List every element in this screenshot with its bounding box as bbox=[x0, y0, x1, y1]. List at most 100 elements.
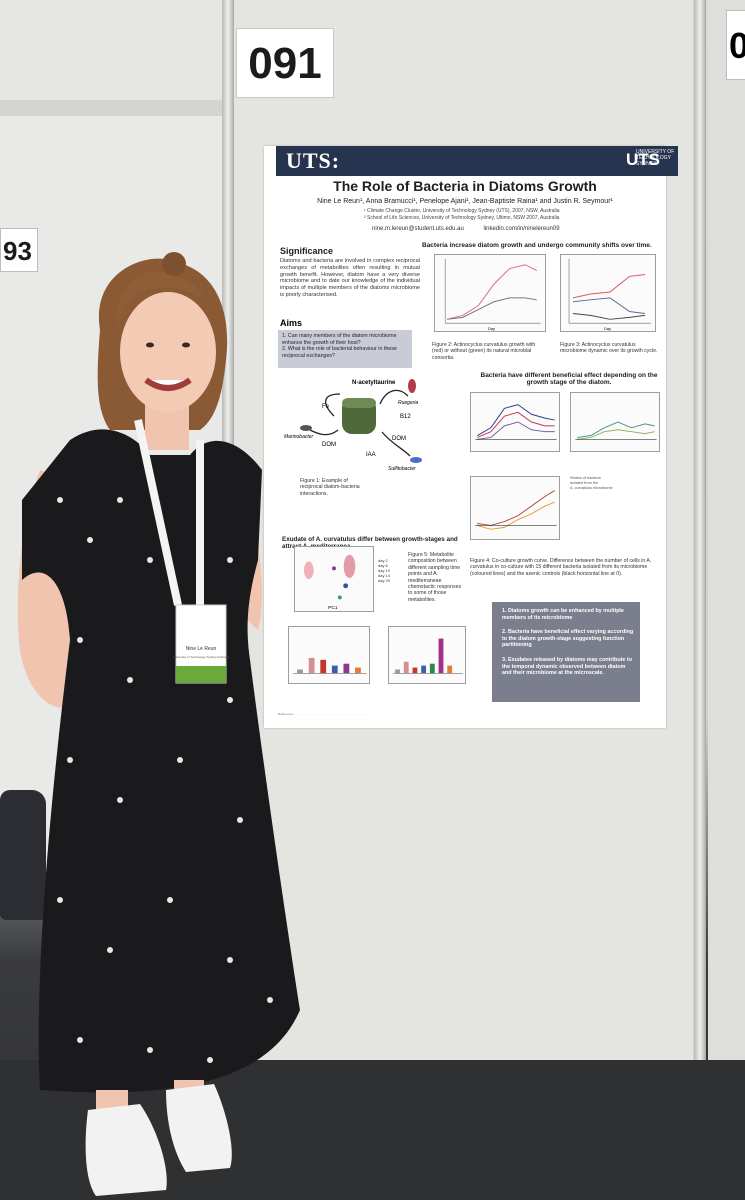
iaa-arrow bbox=[381, 431, 411, 457]
pca-point-day14 bbox=[343, 583, 349, 589]
figure-5-caption: Figure 5: Metabolite composition between… bbox=[408, 552, 462, 603]
uts-subtitle: UNIVERSITY OF TECHNOLOGY SYDNEY bbox=[636, 149, 675, 167]
pca-legend-day10: day 10 bbox=[378, 568, 391, 573]
fe-arrow bbox=[325, 393, 341, 417]
dress-dot bbox=[147, 1047, 153, 1053]
poster-affiliations: ¹ Climate Change Cluster, University of … bbox=[364, 208, 624, 222]
pca-point-day6 bbox=[332, 566, 336, 571]
fig2-series-axenic bbox=[447, 297, 537, 320]
fig4a-series-2 bbox=[477, 411, 555, 438]
chemo-a-bar-2 bbox=[308, 657, 315, 674]
chemo-a-bar-5 bbox=[343, 663, 350, 674]
carpet-floor bbox=[0, 1060, 745, 1200]
figure-1-caption: Figure 1: Example of reciprocal diatom-b… bbox=[300, 478, 360, 497]
right-booth-panel bbox=[708, 0, 745, 1090]
pca-legend: day 2 day 6 day 10 day 14 day 20 bbox=[378, 558, 408, 583]
conclusion-3: 3. Exudates released by diatoms may cont… bbox=[502, 656, 633, 677]
label-dom-left: DOM bbox=[322, 442, 336, 448]
significance-heading: Significance bbox=[280, 246, 334, 256]
left-booth-panel bbox=[0, 100, 232, 880]
figure-3-caption: Figure 3: Actinocyclus curvatulus microb… bbox=[560, 342, 658, 355]
fig4c-series-2 bbox=[477, 501, 555, 530]
conclusion-2: 2. Bacteria have beneficial effect varyi… bbox=[502, 629, 634, 649]
chemo-b-bar-2 bbox=[403, 661, 409, 674]
label-n-acetyltaurine: N-acetyltaurine bbox=[352, 380, 396, 386]
pca-legend-day20: day 20 bbox=[378, 578, 391, 583]
fig3-series-a bbox=[572, 274, 646, 299]
label-iaa: IAA bbox=[366, 452, 376, 458]
chemo-b-bar-4 bbox=[421, 665, 427, 674]
aim-2: 2. What is the role of bacterial behavio… bbox=[282, 346, 397, 359]
uts-mark: UTS bbox=[626, 150, 660, 169]
aim-1: 1. Can many members of the diatom microb… bbox=[282, 333, 397, 346]
label-marinobacter: Marinobacter bbox=[284, 434, 314, 440]
label-ruegeria: Ruegeria bbox=[398, 400, 419, 406]
figure-3-chart: Day bbox=[560, 254, 656, 332]
ceiling bbox=[0, 0, 230, 100]
growth-section-heading: Bacteria increase diatom growth and unde… bbox=[422, 242, 652, 249]
pca-legend-day14: day 14 bbox=[378, 573, 391, 578]
chemo-b-bar-3 bbox=[412, 667, 418, 674]
chemotaxis-chart-b bbox=[388, 626, 466, 684]
label-sulfitobacter: Sulfitobacter bbox=[388, 466, 416, 472]
fig4a-series-3 bbox=[477, 421, 555, 440]
pca-xlabel: PC1 bbox=[328, 605, 338, 611]
poster-linkedin: linkedin.com/in/ninelereun09 bbox=[483, 226, 560, 232]
dom-arrow bbox=[309, 429, 339, 436]
pca-legend-day6: day 6 bbox=[378, 563, 388, 568]
marinobacter-cell bbox=[300, 425, 312, 431]
figure-2-chart: Day bbox=[434, 254, 546, 332]
chemo-b-bar-1 bbox=[395, 669, 400, 674]
b12-arrow bbox=[379, 389, 409, 405]
pca-plot: PC1 bbox=[294, 546, 374, 612]
affiliation-2: ² School of Life Sciences, University of… bbox=[364, 215, 560, 221]
fig2-xlabel: Day bbox=[488, 326, 495, 331]
fig3-series-c bbox=[572, 312, 646, 320]
booth-number-sign: 091 bbox=[236, 28, 334, 98]
chemo-b-bar-6 bbox=[438, 638, 444, 674]
poster-title: The Role of Bacteria in Diatoms Growth bbox=[333, 178, 597, 194]
booth-pole-left bbox=[222, 0, 234, 1070]
poster-contact: nine.m.lereun@student.uts.edu.au linkedi… bbox=[372, 226, 632, 232]
conclusions-box: 1. Diatoms growth can be enhanced by mul… bbox=[492, 602, 640, 702]
pca-point-day20 bbox=[337, 595, 342, 600]
affiliation-1: ¹ Climate Change Cluster, University of … bbox=[364, 208, 560, 214]
poster-banner: UTS: UTS UNIVERSITY OF TECHNOLOGY SYDNEY bbox=[276, 146, 678, 176]
poster-authors: Nine Le Reun¹, Anna Bramucci¹, Penelope … bbox=[317, 198, 613, 205]
dress-dot bbox=[77, 1037, 83, 1043]
pca-cluster-day10 bbox=[343, 554, 356, 579]
aims-heading: Aims bbox=[280, 318, 303, 328]
chemo-b-bar-7 bbox=[447, 665, 453, 674]
poster-email: nine.m.lereun@student.uts.edu.au bbox=[372, 226, 464, 232]
label-dom-right: DOM bbox=[392, 436, 406, 442]
backpack bbox=[0, 790, 46, 920]
chemo-b-bar-5 bbox=[429, 663, 435, 674]
fig4a-series-1 bbox=[477, 404, 555, 436]
figure-4-legend: Strains of bacteria isolated from the A. c… bbox=[570, 476, 613, 490]
chemo-a-bar-1 bbox=[297, 669, 303, 674]
significance-text: Diatoms and bacteria are involved in com… bbox=[280, 258, 420, 298]
effect-section-heading: Bacteria have different beneficial effec… bbox=[480, 372, 658, 386]
poster-references: References · · · · · · · · · · · · · · ·… bbox=[278, 712, 369, 716]
label-b12: B12 bbox=[400, 414, 411, 420]
research-poster: UTS: UTS UNIVERSITY OF TECHNOLOGY SYDNEY… bbox=[264, 146, 678, 728]
fig3-series-b bbox=[572, 297, 646, 314]
uts-logo-text: UTS: bbox=[286, 148, 341, 173]
dress-dot bbox=[57, 897, 63, 903]
pca-cluster-day2 bbox=[303, 561, 314, 579]
figure-2-caption: Figure 2: Actinocyclus curvatulus growth… bbox=[432, 342, 536, 361]
dress-dot bbox=[107, 947, 113, 953]
chemo-a-bar-6 bbox=[355, 667, 361, 674]
dress-dot bbox=[167, 897, 173, 903]
diatom-cap bbox=[342, 398, 376, 408]
conclusion-1: 1. Diatoms growth can be enhanced by mul… bbox=[502, 608, 624, 621]
left-booth-number: 93 bbox=[0, 228, 38, 272]
aims-box: 1. Can many members of the diatom microb… bbox=[278, 330, 412, 368]
chemotaxis-chart-a bbox=[288, 626, 370, 684]
interaction-diagram: N-acetyltaurine Fe Ruegeria B12 Marinoba… bbox=[284, 379, 422, 472]
pca-legend-day2: day 2 bbox=[378, 558, 388, 563]
label-fe: Fe bbox=[322, 404, 330, 410]
chemo-a-bar-3 bbox=[320, 659, 327, 674]
right-booth-number: 09 bbox=[726, 10, 745, 80]
